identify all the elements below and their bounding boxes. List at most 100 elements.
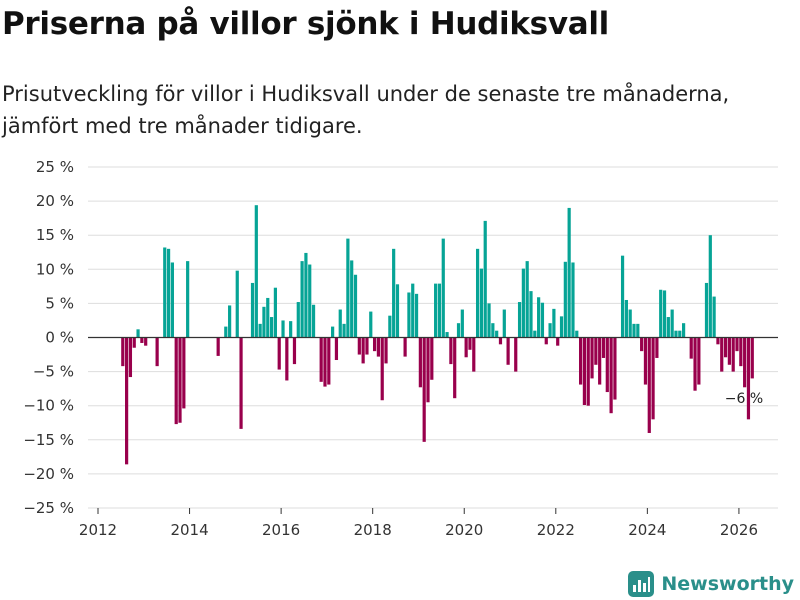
- bar: [449, 337, 453, 365]
- bar: [723, 337, 728, 358]
- bar: [544, 337, 548, 345]
- bar: [640, 337, 644, 352]
- bar: [121, 337, 125, 367]
- x-tick-label: 2016: [262, 521, 300, 539]
- bar: [632, 323, 636, 338]
- bar: [533, 330, 537, 338]
- y-tick-label: 10 %: [36, 260, 74, 278]
- y-tick-label: −25 %: [23, 499, 74, 517]
- bar: [327, 337, 331, 385]
- x-tick-label: 2024: [628, 521, 666, 539]
- bar: [182, 337, 186, 409]
- bar: [136, 329, 140, 338]
- y-tick-label: −10 %: [23, 397, 74, 415]
- bar: [289, 321, 293, 338]
- bar: [655, 337, 659, 358]
- bar: [292, 337, 297, 365]
- bar: [468, 337, 472, 350]
- bar: [125, 337, 129, 465]
- bar: [575, 330, 579, 338]
- y-tick-label: 20 %: [36, 192, 74, 210]
- bar: [624, 299, 628, 338]
- bar: [453, 337, 457, 399]
- bar: [743, 337, 747, 388]
- bar: [411, 283, 415, 338]
- bar: [178, 337, 182, 423]
- bar: [365, 337, 369, 355]
- bar: [559, 316, 564, 338]
- bar: [277, 337, 281, 370]
- bar: [334, 337, 339, 361]
- bar: [266, 297, 270, 338]
- bar: [166, 248, 171, 338]
- bar: [598, 337, 602, 385]
- bar: [308, 264, 312, 338]
- bar: [567, 207, 571, 338]
- bar: [372, 337, 377, 352]
- bar: [262, 306, 266, 338]
- x-tick-label: 2018: [354, 521, 392, 539]
- bar: [739, 337, 743, 367]
- bar: [529, 291, 533, 338]
- bar: [620, 255, 625, 338]
- bar: [395, 284, 400, 338]
- bar: [380, 337, 384, 401]
- bar: [502, 309, 506, 338]
- y-tick-label: 0 %: [45, 329, 74, 347]
- bar: [689, 337, 693, 359]
- bar: [697, 337, 701, 385]
- bar: [731, 337, 735, 372]
- bar: [552, 308, 556, 338]
- y-tick-label: −5 %: [33, 363, 74, 381]
- x-tick-label: 2020: [445, 521, 483, 539]
- bar: [712, 296, 716, 338]
- bar: [403, 337, 407, 357]
- bar: [342, 323, 346, 338]
- axes: 25 % 20 % 15 % 10 % 5 % 0 % −5 % −10 % −15 % −20 …: [23, 158, 778, 539]
- bar: [300, 261, 304, 338]
- bar: [579, 337, 583, 385]
- bar: [407, 292, 411, 338]
- bar: [460, 309, 464, 338]
- bar: [464, 337, 468, 358]
- bar: [132, 337, 136, 348]
- bar: [296, 302, 300, 338]
- bar: [735, 337, 739, 352]
- x-tick-label: 2014: [170, 521, 208, 539]
- bar: [662, 290, 667, 338]
- bar: [693, 337, 697, 391]
- bar: [338, 309, 342, 338]
- bar: [323, 337, 327, 387]
- bar: [670, 309, 674, 338]
- bar: [479, 268, 484, 338]
- bar: [388, 315, 392, 338]
- bar: [590, 337, 594, 379]
- y-tick-label: 25 %: [36, 158, 74, 176]
- bar: [361, 337, 365, 364]
- bar: [369, 311, 373, 338]
- bar: [548, 323, 552, 338]
- bar: [720, 337, 724, 372]
- bar: [346, 238, 350, 338]
- bar: [285, 337, 289, 381]
- bar: [319, 337, 323, 382]
- bar: [647, 337, 651, 433]
- bar: [483, 220, 487, 338]
- bar: [605, 337, 609, 393]
- bar: [682, 323, 686, 338]
- bar: [426, 337, 430, 403]
- bar: [163, 247, 167, 338]
- y-tick-label: 15 %: [36, 226, 74, 244]
- bar: [746, 337, 751, 420]
- newsworthy-logo[interactable]: Newsworthy: [628, 568, 794, 600]
- bar: [414, 293, 419, 338]
- bar: [311, 304, 316, 338]
- bar: [643, 337, 648, 385]
- bar: [537, 297, 541, 338]
- bar: [582, 337, 587, 406]
- bar: [331, 326, 335, 338]
- bar: [434, 283, 438, 338]
- bar: [445, 332, 449, 338]
- bar: [269, 317, 274, 338]
